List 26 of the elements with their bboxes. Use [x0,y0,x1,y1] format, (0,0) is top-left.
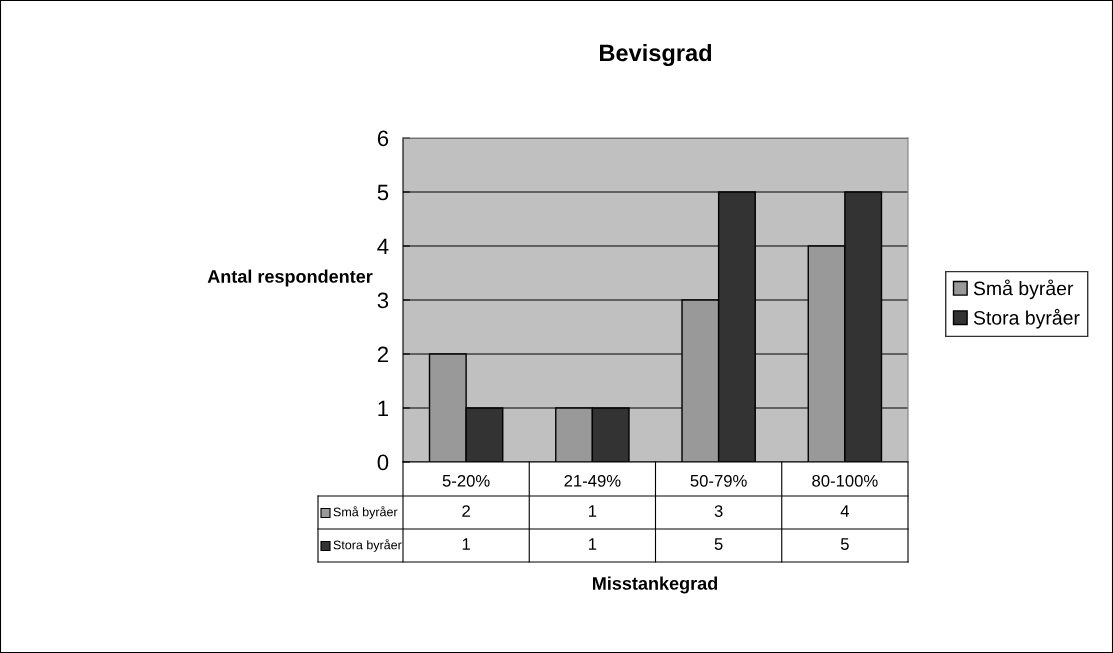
data-label: 1 [462,538,470,550]
y-tick-label: 6 [377,130,389,147]
chart-title: Bevisgrad [600,43,712,67]
x-tick-label: 21-49% [564,474,621,487]
data-label: 1 [589,505,597,517]
y-tick-label: 4 [377,238,389,255]
y-axis-title: Antal respondenter [207,269,373,287]
data-label: 3 [714,505,723,517]
legend-label: Stora byråer [973,308,1080,329]
x-tick-label: 5-20% [442,474,490,487]
text: Små byråer [973,279,1074,300]
data-label: 4 [840,505,850,517]
y-tick-label: 1 [378,400,389,417]
data-label: 2 [462,505,470,517]
data-label: 5 [714,538,723,550]
data-label: 5 [840,538,849,550]
text: Stora byråer [333,539,402,552]
y-tick-label: 2 [377,346,388,363]
x-axis-title: Misstankegrad [593,576,718,594]
x-tick-label: 80-100% [812,474,878,487]
data-label: 1 [589,538,597,550]
y-tick-label: 0 [377,454,389,471]
y-tick-label: 3 [377,292,389,309]
legend-label: Små byråer [333,506,398,519]
x-tick-label: 50-79% [690,474,747,487]
y-tick-label: 5 [377,184,389,201]
